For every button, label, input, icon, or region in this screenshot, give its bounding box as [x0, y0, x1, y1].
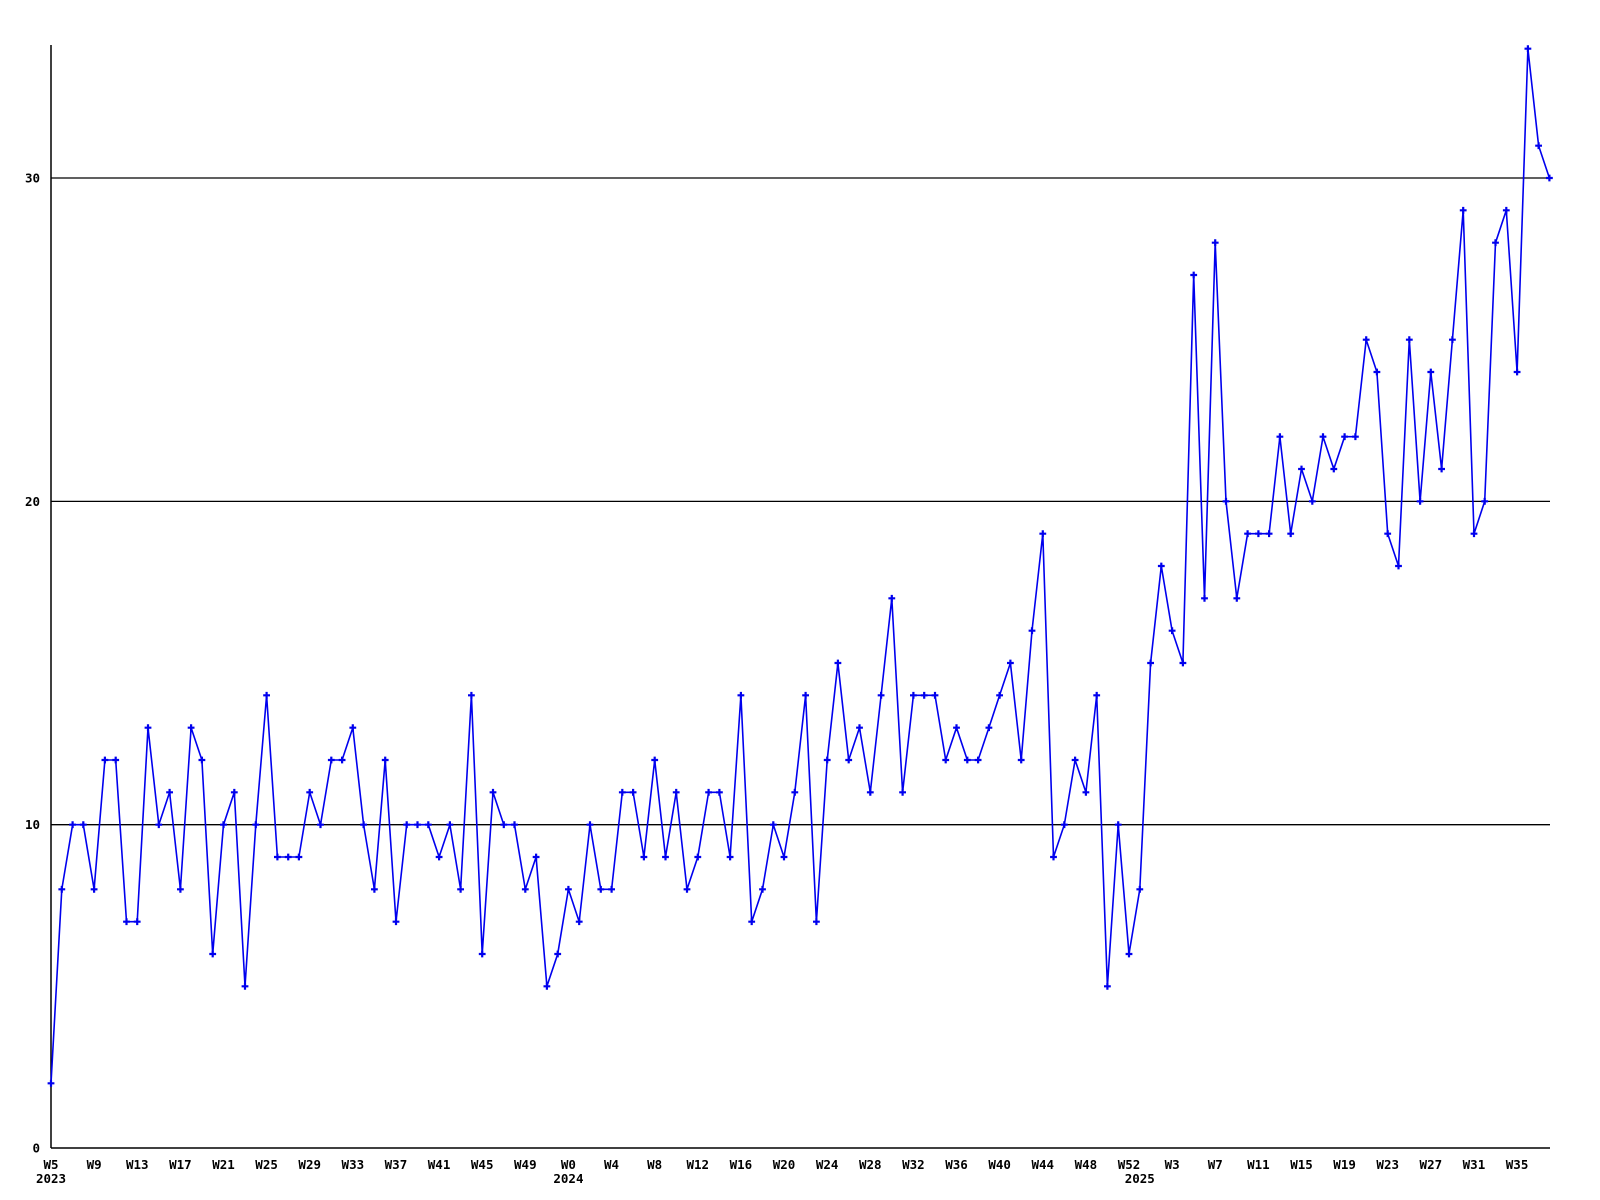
x-tick-label-W20: W20	[773, 1157, 796, 1172]
x-tick-label-W17: W17	[169, 1157, 192, 1172]
x-tick-label-W49: W49	[514, 1157, 537, 1172]
x-tick-label-W40: W40	[988, 1157, 1011, 1172]
year-label-2023: 2023	[36, 1171, 66, 1186]
x-axis-year-labels: 2023 2024 2025	[36, 1171, 1155, 1186]
x-tick-label-W4: W4	[604, 1157, 619, 1172]
x-tick-label-W44: W44	[1031, 1157, 1054, 1172]
x-tick-label-W12: W12	[687, 1157, 710, 1172]
x-tick-label-W32: W32	[902, 1157, 925, 1172]
gridlines	[51, 177, 1550, 826]
x-tick-label-W28: W28	[859, 1157, 882, 1172]
x-tick-label-W8: W8	[647, 1157, 662, 1172]
x-tick-label-W35: W35	[1506, 1157, 1529, 1172]
x-tick-label-W45: W45	[471, 1157, 494, 1172]
data-point-markers	[47, 45, 1553, 1087]
x-tick-label-W5: W5	[43, 1157, 58, 1172]
y-tick-label-20: 20	[25, 494, 40, 509]
x-tick-label-W25: W25	[255, 1157, 278, 1172]
x-tick-label-W11: W11	[1247, 1157, 1270, 1172]
x-tick-label-W15: W15	[1290, 1157, 1313, 1172]
x-tick-label-W27: W27	[1420, 1157, 1443, 1172]
year-label-2024: 2024	[553, 1171, 583, 1186]
y-axis-tick-labels: 0 10 20 30	[25, 171, 40, 1156]
x-tick-label-W19: W19	[1333, 1157, 1356, 1172]
x-tick-label-W29: W29	[298, 1157, 321, 1172]
y-tick-label-30: 30	[25, 171, 40, 186]
x-tick-label-W48: W48	[1075, 1157, 1098, 1172]
data-series-line	[50, 48, 1551, 1084]
x-tick-label-W21: W21	[212, 1157, 235, 1172]
y-tick-label-10: 10	[25, 817, 40, 832]
x-tick-label-W7: W7	[1208, 1157, 1223, 1172]
x-tick-label-W52: W52	[1118, 1157, 1141, 1172]
x-tick-label-W41: W41	[428, 1157, 451, 1172]
x-tick-label-W23: W23	[1376, 1157, 1399, 1172]
x-tick-label-W9: W9	[87, 1157, 102, 1172]
x-tick-label-W16: W16	[730, 1157, 753, 1172]
x-tick-label-W37: W37	[385, 1157, 408, 1172]
axes	[50, 45, 1550, 1149]
x-axis-tick-labels: W5 W9 W13 W17 W21 W25 W29 W33 W37 W41 W45 W49 W0 W4 W8…	[43, 1157, 1528, 1172]
y-tick-label-0: 0	[32, 1141, 40, 1156]
x-tick-label-W13: W13	[126, 1157, 149, 1172]
x-tick-label-W36: W36	[945, 1157, 968, 1172]
data-series	[47, 45, 1553, 1087]
x-tick-label-W24: W24	[816, 1157, 839, 1172]
year-label-2025: 2025	[1125, 1171, 1155, 1186]
x-tick-label-W33: W33	[342, 1157, 365, 1172]
x-tick-label-W3: W3	[1165, 1157, 1180, 1172]
x-tick-label-W0: W0	[561, 1157, 576, 1172]
x-tick-label-W31: W31	[1463, 1157, 1486, 1172]
